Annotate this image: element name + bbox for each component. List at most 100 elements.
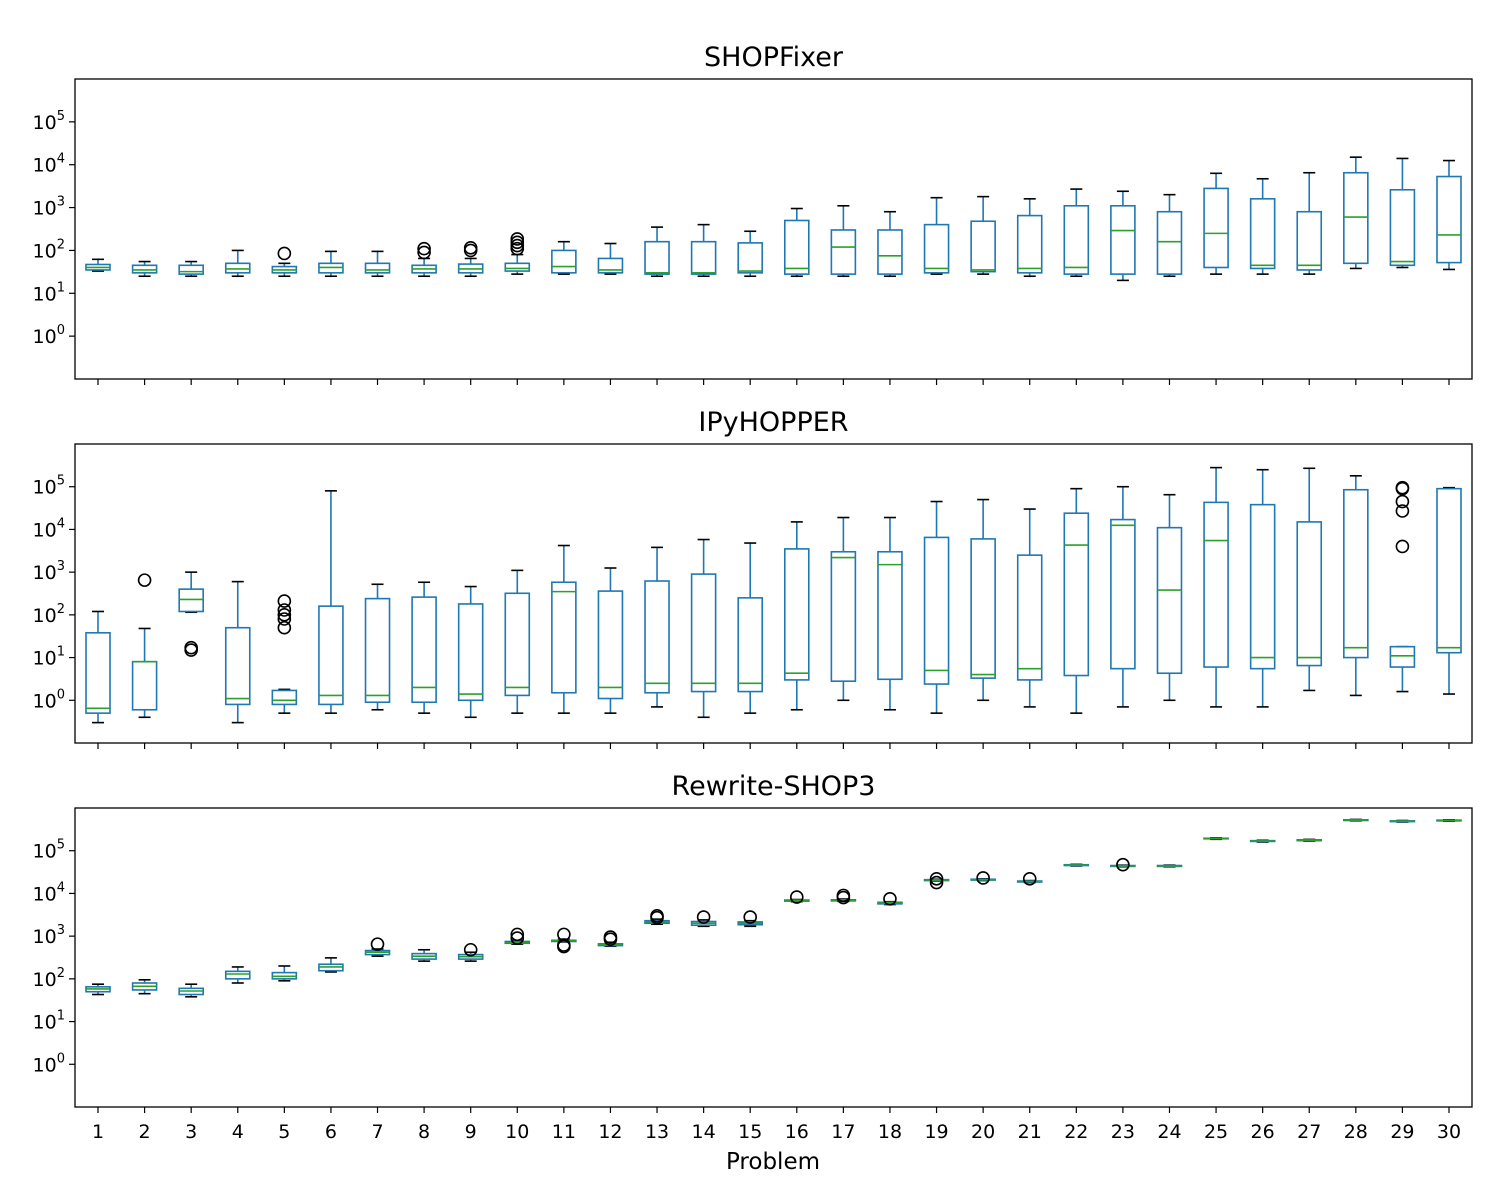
y-tick-label: 104 bbox=[33, 880, 65, 905]
x-tick-label: 19 bbox=[924, 1121, 948, 1143]
y-tick-label: 104 bbox=[33, 152, 65, 177]
axes-frame bbox=[74, 78, 1473, 380]
y-tick-label: 103 bbox=[33, 195, 65, 220]
flier-point bbox=[277, 603, 292, 617]
flier-point bbox=[1395, 539, 1410, 554]
box bbox=[318, 605, 344, 706]
box bbox=[737, 242, 764, 274]
box bbox=[1063, 512, 1090, 677]
box bbox=[178, 264, 204, 275]
y-tick-label: 102 bbox=[33, 602, 65, 627]
box bbox=[1343, 488, 1369, 659]
flier-point bbox=[463, 243, 478, 258]
box bbox=[551, 249, 577, 274]
x-tick-label: 7 bbox=[371, 1121, 383, 1143]
flier-point bbox=[1395, 494, 1410, 509]
box bbox=[551, 581, 577, 694]
box bbox=[970, 538, 996, 679]
flier-point bbox=[743, 910, 758, 924]
x-tick-label: 16 bbox=[785, 1121, 809, 1143]
x-tick-label: 17 bbox=[831, 1121, 855, 1143]
flier-point bbox=[929, 872, 944, 886]
x-tick-label: 20 bbox=[971, 1121, 995, 1143]
x-tick-label: 30 bbox=[1437, 1121, 1461, 1143]
box bbox=[783, 219, 810, 275]
x-tick-label: 21 bbox=[1018, 1121, 1042, 1143]
box bbox=[411, 596, 437, 704]
box bbox=[224, 970, 251, 980]
box bbox=[271, 689, 298, 706]
box bbox=[1249, 198, 1276, 270]
flier-point bbox=[184, 640, 198, 655]
flier-point bbox=[1116, 857, 1130, 872]
box bbox=[830, 229, 857, 275]
box bbox=[690, 573, 717, 693]
x-tick-label: 15 bbox=[738, 1121, 762, 1143]
flier-point bbox=[510, 238, 525, 253]
box bbox=[504, 592, 531, 697]
flier-point bbox=[557, 938, 571, 952]
box bbox=[970, 220, 996, 273]
y-tick-label: 105 bbox=[33, 838, 65, 863]
flier-point bbox=[510, 931, 525, 945]
flier-point bbox=[696, 910, 711, 924]
panel-title: IPyHOPPER bbox=[698, 407, 848, 438]
box bbox=[1343, 171, 1369, 265]
flier-point bbox=[929, 875, 944, 890]
box bbox=[504, 262, 531, 272]
flier-point bbox=[883, 891, 897, 906]
x-tick-label: 10 bbox=[505, 1121, 529, 1143]
flier-point bbox=[976, 871, 990, 885]
x-tick-label: 12 bbox=[598, 1121, 622, 1143]
box bbox=[1296, 210, 1323, 271]
box bbox=[1203, 187, 1229, 269]
x-tick-label: 11 bbox=[552, 1121, 576, 1143]
box bbox=[1156, 526, 1183, 675]
flier-point bbox=[277, 594, 292, 608]
flier-point bbox=[463, 942, 478, 957]
x-tick-label: 26 bbox=[1251, 1121, 1275, 1143]
x-tick-label: 2 bbox=[139, 1121, 151, 1143]
box bbox=[1063, 204, 1090, 275]
box bbox=[178, 588, 204, 613]
box bbox=[1016, 554, 1043, 681]
x-tick-label: 25 bbox=[1204, 1121, 1228, 1143]
flier-point bbox=[277, 608, 292, 622]
y-tick-label: 105 bbox=[33, 474, 65, 499]
box bbox=[224, 262, 251, 274]
box bbox=[1389, 645, 1416, 668]
box bbox=[877, 550, 903, 681]
box bbox=[364, 262, 391, 274]
y-tick-label: 105 bbox=[33, 109, 65, 134]
box bbox=[1110, 518, 1136, 670]
flier-point bbox=[463, 241, 478, 255]
axes-frame bbox=[74, 443, 1473, 744]
box bbox=[597, 257, 624, 274]
box bbox=[1296, 521, 1323, 667]
box bbox=[85, 632, 111, 714]
flier-point bbox=[370, 937, 385, 951]
y-tick-label: 103 bbox=[33, 559, 65, 584]
x-axis-label: Problem bbox=[726, 1149, 820, 1175]
box bbox=[1156, 210, 1183, 275]
flier-point bbox=[137, 573, 152, 587]
x-tick-label: 4 bbox=[232, 1121, 244, 1143]
flier-point bbox=[1395, 480, 1410, 495]
flier-point bbox=[417, 241, 431, 256]
box bbox=[1389, 188, 1416, 267]
box bbox=[1110, 204, 1136, 275]
box bbox=[923, 536, 950, 685]
box bbox=[131, 660, 158, 711]
y-tick-label: 102 bbox=[33, 237, 65, 262]
flier-point bbox=[557, 927, 571, 942]
y-tick-label: 104 bbox=[33, 516, 65, 541]
x-tick-label: 9 bbox=[465, 1121, 477, 1143]
flier-point bbox=[417, 245, 431, 260]
x-tick-label: 24 bbox=[1157, 1121, 1181, 1143]
box bbox=[1436, 175, 1462, 264]
flier-point bbox=[650, 908, 664, 923]
box bbox=[364, 597, 391, 704]
box bbox=[597, 590, 624, 700]
box bbox=[923, 223, 950, 274]
